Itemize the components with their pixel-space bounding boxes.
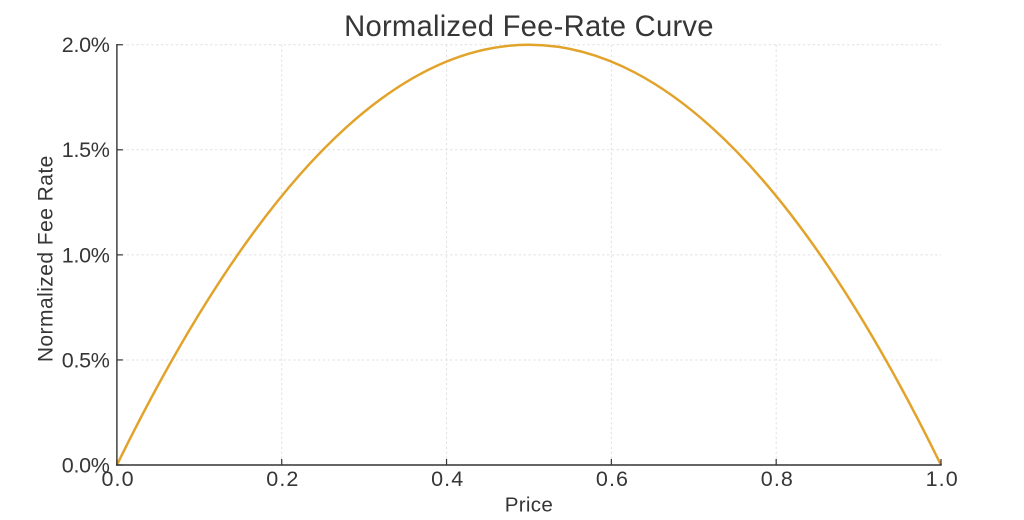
- svg-text:Normalized Fee Rate: Normalized Fee Rate: [35, 155, 58, 362]
- svg-text:0.5%: 0.5%: [62, 348, 110, 372]
- svg-text:1.0: 1.0: [926, 467, 959, 491]
- svg-text:Price: Price: [505, 493, 553, 516]
- svg-text:0.2: 0.2: [266, 467, 299, 491]
- svg-text:Normalized Fee-Rate Curve: Normalized Fee-Rate Curve: [344, 11, 714, 43]
- svg-text:0.4: 0.4: [431, 467, 464, 491]
- svg-text:2.0%: 2.0%: [62, 33, 110, 57]
- svg-text:0.0: 0.0: [101, 467, 134, 491]
- svg-text:1.5%: 1.5%: [62, 138, 110, 162]
- svg-text:0.0%: 0.0%: [62, 453, 110, 477]
- svg-text:0.6: 0.6: [596, 467, 629, 491]
- svg-text:1.0%: 1.0%: [62, 243, 110, 267]
- svg-text:0.8: 0.8: [761, 467, 794, 491]
